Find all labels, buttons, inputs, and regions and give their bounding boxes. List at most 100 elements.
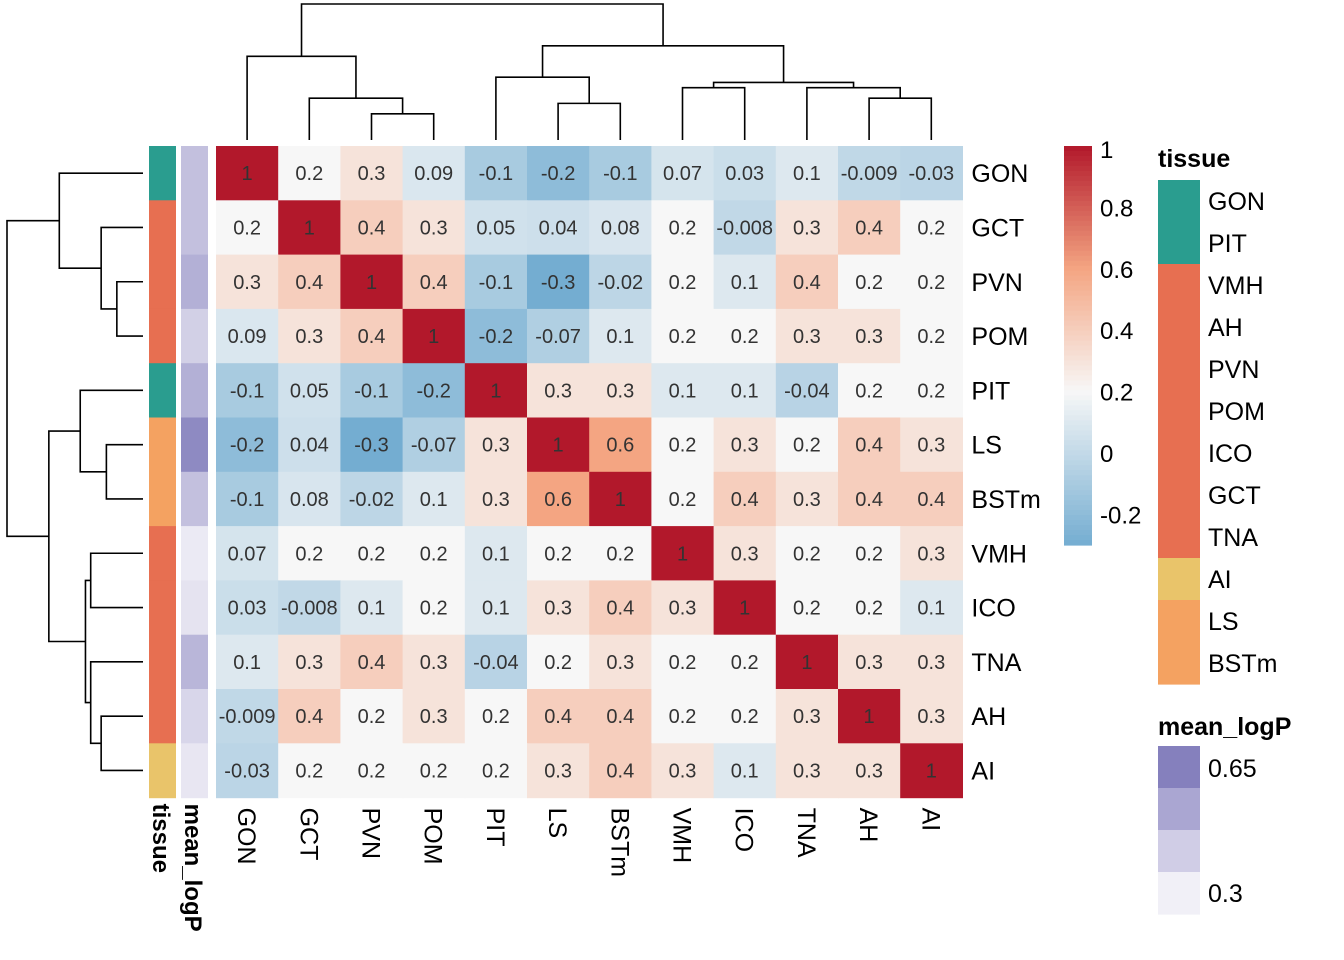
mean-logp-legend-label: 0.3 (1208, 880, 1243, 908)
mean-logp-annotation-cell (181, 363, 208, 419)
heatmap-cell (589, 634, 652, 690)
heatmap-cell (464, 689, 528, 744)
cell-value-label: -0.3 (354, 435, 388, 457)
heatmap-cell (340, 580, 404, 636)
color-scale-bar-segment (1064, 240, 1092, 247)
color-scale-tick-label: 0 (1100, 441, 1113, 468)
color-scale-bar-segment (1064, 210, 1092, 217)
column-label: GON (232, 808, 260, 865)
heatmap-cell (651, 689, 715, 744)
heatmap-cell (589, 689, 652, 744)
heatmap-cell (278, 254, 341, 310)
cell-value-label: 0.2 (295, 163, 323, 185)
cell-value-label: 0.07 (228, 543, 267, 565)
heatmap-cell (775, 308, 839, 364)
cell-value-label: 0.4 (358, 326, 386, 348)
heatmap-cell (775, 254, 839, 310)
row-label: VMH (971, 540, 1027, 568)
heatmap-cell (464, 363, 528, 419)
heatmap-cell (589, 417, 652, 473)
cell-value-label: 0.2 (731, 326, 759, 348)
color-scale-bar-segment (1064, 405, 1092, 411)
tissue-legend-swatch (1158, 306, 1200, 349)
color-scale-bar-segment (1064, 460, 1092, 466)
heatmap-cell (589, 146, 652, 201)
tissue-legend-swatch (1158, 516, 1200, 559)
cell-value-label: 0.3 (420, 652, 448, 674)
color-scale-bar-segment (1064, 470, 1092, 476)
color-scale-bar-segment (1064, 525, 1092, 531)
tissue-legend-title: tissue (1158, 145, 1230, 173)
color-scale-bar-segment (1064, 275, 1092, 282)
color-scale-bar-segment (1064, 485, 1092, 491)
heatmap-cell (838, 200, 901, 256)
cell-value-label: -0.008 (716, 217, 773, 239)
cell-value-label: 0.2 (793, 543, 821, 565)
cell-value-label: 0.1 (669, 380, 697, 402)
heatmap-cell (402, 308, 466, 364)
cell-value-label: 0.2 (420, 543, 448, 565)
color-scale-bar-segment (1064, 425, 1092, 431)
cell-value-label: 0.2 (917, 272, 945, 294)
heatmap-cell (402, 200, 466, 256)
heatmap-cell (464, 743, 528, 799)
row-dendrogram-branch (89, 661, 143, 745)
color-scale-bar-segment (1064, 435, 1092, 441)
cell-value-label: 0.3 (855, 760, 883, 782)
color-scale-bar-segment (1064, 195, 1092, 202)
cell-value-label: 1 (428, 326, 439, 348)
heatmap-cell (464, 634, 528, 690)
row-dendrogram-branch (48, 430, 86, 643)
cell-value-label: 0.4 (917, 489, 945, 511)
cell-value-label: 0.4 (855, 435, 883, 457)
heatmap-cell (216, 471, 279, 527)
cell-value-label: 0.1 (233, 652, 261, 674)
cell-value-label: 0.03 (725, 163, 764, 185)
tissue-legend-label: PVN (1208, 356, 1259, 384)
cell-value-label: 0.3 (793, 760, 821, 782)
heatmap-cell (775, 200, 839, 256)
cell-value-label: 0.1 (358, 598, 386, 620)
cell-value-label: 0.05 (476, 217, 515, 239)
color-scale-bar-segment (1064, 285, 1092, 292)
heatmap-cell (775, 634, 839, 690)
heatmap-cell (278, 471, 341, 527)
heatmap-cell (651, 743, 715, 799)
cell-value-label: 0.3 (420, 706, 448, 728)
cell-value-label: 0.4 (793, 272, 821, 294)
color-scale-bar-segment (1064, 345, 1092, 352)
color-scale-tick-label: 0.8 (1100, 195, 1133, 222)
row-label: BSTm (971, 486, 1040, 514)
heatmap-cell (340, 689, 404, 744)
heatmap-cell (464, 200, 528, 256)
heatmap-cell (589, 254, 652, 310)
mean-logp-legend-swatch (1158, 830, 1200, 873)
heatmap-cell (527, 471, 590, 527)
tissue-legend-swatch (1158, 264, 1200, 307)
column-label: AI (916, 808, 944, 832)
mean-logp-legend-title: mean_logP (1158, 713, 1291, 741)
tissue-legend-label: POM (1208, 398, 1265, 426)
color-scale-tick-label: 0.2 (1100, 380, 1133, 407)
heatmap-cell (464, 471, 528, 527)
cell-value-label: 0.2 (482, 760, 510, 782)
column-dendrogram-branch (557, 102, 622, 140)
cell-value-label: 0.1 (606, 326, 634, 348)
tissue-annotation-cell (149, 363, 176, 419)
color-scale-bar-segment (1064, 540, 1092, 546)
heatmap-cell (589, 363, 652, 419)
tissue-annotation-title: tissue (147, 804, 174, 873)
cell-value-label: -0.1 (479, 163, 513, 185)
heatmap-cell (340, 471, 404, 527)
heatmap-cell (713, 634, 777, 690)
cell-value-label: 0.09 (228, 326, 267, 348)
mean-logp-annotation-cell (181, 146, 208, 201)
annotation-labels: tissue mean_logP (147, 804, 206, 932)
row-label: TNA (971, 649, 1021, 677)
column-label: PVN (357, 808, 385, 859)
tissue-legend-label: GCT (1208, 482, 1261, 510)
tissue-annotation-cell (149, 308, 176, 364)
cell-value-label: 0.3 (544, 380, 572, 402)
heatmap-cell (589, 200, 652, 256)
cell-value-label: 0.2 (544, 543, 572, 565)
